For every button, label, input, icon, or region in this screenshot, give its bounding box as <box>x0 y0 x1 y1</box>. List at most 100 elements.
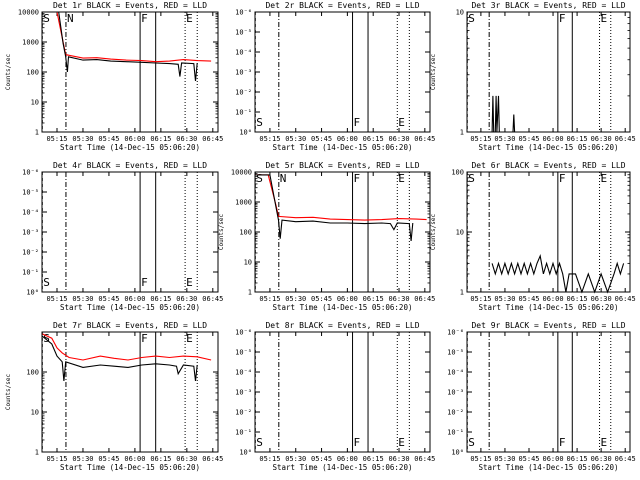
x-tick-label: 06:30 <box>388 295 409 303</box>
y-tick-label: 1 <box>248 289 252 297</box>
x-axis-label: Start Time (14-Dec-15 05:06:20) <box>60 303 200 312</box>
x-tick-label: 06:45 <box>202 455 223 463</box>
x-tick-label: 06:30 <box>591 295 612 303</box>
event-marker-label: E <box>601 436 608 449</box>
x-tick-label: 06:00 <box>543 455 564 463</box>
x-tick-label: 06:15 <box>150 455 171 463</box>
x-tick-label: 05:15 <box>259 455 280 463</box>
x-tick-label: 06:00 <box>124 135 145 143</box>
y-tick-label: 10 <box>31 409 39 417</box>
chart-title: Det 2r BLACK = Events, RED = LLD <box>265 1 419 10</box>
x-tick-label: 05:45 <box>518 135 539 143</box>
event-marker-label: E <box>601 172 608 185</box>
chart-panel: Det 8r BLACK = Events, RED = LLD Start Ti… <box>235 321 435 472</box>
y-tick-label: 10⁻⁶ <box>22 169 39 177</box>
x-tick-label: 05:30 <box>494 455 515 463</box>
x-tick-label: 06:15 <box>567 135 588 143</box>
y-tick-label: 10⁻¹ <box>235 429 252 437</box>
event-rate-line <box>255 174 414 242</box>
y-tick-label: 10⁻⁶ <box>235 329 252 337</box>
event-marker-label: E <box>186 276 193 289</box>
event-marker-label: S <box>256 172 263 185</box>
x-axis-label: Start Time (14-Dec-15 05:06:20) <box>479 143 619 152</box>
y-tick-label: 10 <box>456 229 464 237</box>
x-tick-label: 06:45 <box>414 295 435 303</box>
y-tick-label: 10⁻² <box>235 89 252 97</box>
x-tick-label: 05:30 <box>72 455 93 463</box>
y-tick-label: 10⁻² <box>22 249 39 257</box>
y-tick-label: 10⁻² <box>235 409 252 417</box>
y-tick-label: 10⁻⁴ <box>235 369 252 377</box>
event-marker-label: E <box>398 436 405 449</box>
x-tick-label: 05:30 <box>494 135 515 143</box>
x-tick-label: 05:15 <box>46 295 67 303</box>
y-tick-label: 100 <box>26 369 39 377</box>
event-marker-label: F <box>141 276 148 289</box>
chart-panel: Det 7r BLACK = Events, RED = LLD Counts/s… <box>5 321 223 472</box>
y-axis-label: Counts/sec <box>5 374 12 411</box>
plot-frame <box>41 331 219 453</box>
x-tick-label: 05:45 <box>98 135 119 143</box>
x-tick-label: 05:45 <box>518 455 539 463</box>
x-tick-label: 06:45 <box>615 295 636 303</box>
y-axis-label: Counts/sec <box>5 54 12 91</box>
chart-title: Det 9r BLACK = Events, RED = LLD <box>471 321 625 330</box>
y-tick-label: 10⁻³ <box>22 229 39 237</box>
y-tick-label: 1000 <box>235 199 252 207</box>
plot-frame <box>466 331 631 453</box>
event-marker-label: F <box>559 12 566 25</box>
event-marker-label: S <box>256 436 263 449</box>
chart-panel: Det 1r BLACK = Events, RED = LLD Counts/s… <box>5 1 223 152</box>
chart-panel: Det 6r BLACK = Events, RED = LLD Counts/s… <box>430 161 636 312</box>
x-tick-label: 06:15 <box>567 455 588 463</box>
event-rate-line <box>41 335 198 381</box>
event-marker-label: F <box>354 116 361 129</box>
x-tick-label: 05:30 <box>285 295 306 303</box>
x-tick-label: 06:30 <box>176 295 197 303</box>
y-tick-label: 10⁻⁵ <box>447 349 464 357</box>
event-rate-line <box>491 253 625 294</box>
plot-frame <box>254 171 431 293</box>
y-tick-label: 100 <box>239 229 252 237</box>
x-tick-label: 06:00 <box>124 455 145 463</box>
y-tick-label: 1 <box>460 129 464 137</box>
x-tick-label: 05:15 <box>470 295 491 303</box>
x-tick-label: 05:30 <box>494 295 515 303</box>
plot-frame <box>466 11 631 133</box>
y-tick-label: 10 <box>31 99 39 107</box>
x-tick-label: 06:30 <box>388 455 409 463</box>
x-tick-label: 05:45 <box>311 135 332 143</box>
x-tick-label: 06:00 <box>337 455 358 463</box>
event-marker-label: S <box>43 332 50 345</box>
y-tick-label: 10⁻⁶ <box>447 329 464 337</box>
x-tick-label: 05:45 <box>518 295 539 303</box>
x-tick-label: 06:00 <box>543 135 564 143</box>
x-tick-label: 06:45 <box>202 295 223 303</box>
x-tick-label: 06:15 <box>363 135 384 143</box>
x-tick-label: 05:15 <box>259 295 280 303</box>
y-tick-label: 10⁰ <box>26 289 39 297</box>
x-tick-label: 05:45 <box>311 295 332 303</box>
y-tick-label: 10⁻² <box>447 409 464 417</box>
chart-panel: Det 4r BLACK = Events, RED = LLD Start Ti… <box>22 161 223 312</box>
plot-frame <box>41 11 219 133</box>
y-tick-label: 10⁻³ <box>447 389 464 397</box>
x-tick-label: 05:45 <box>98 295 119 303</box>
x-tick-label: 05:30 <box>72 295 93 303</box>
x-axis-label: Start Time (14-Dec-15 05:06:20) <box>60 463 200 472</box>
chart-title: Det 4r BLACK = Events, RED = LLD <box>53 161 207 170</box>
y-tick-label: 10⁻³ <box>235 389 252 397</box>
x-tick-label: 06:30 <box>591 455 612 463</box>
x-axis-label: Start Time (14-Dec-15 05:06:20) <box>273 143 413 152</box>
chart-title: Det 5r BLACK = Events, RED = LLD <box>265 161 419 170</box>
x-tick-label: 06:45 <box>414 135 435 143</box>
x-tick-label: 06:45 <box>615 135 636 143</box>
x-tick-label: 05:15 <box>46 455 67 463</box>
y-tick-label: 10⁻⁵ <box>235 349 252 357</box>
chart-panel: Det 9r BLACK = Events, RED = LLD Start Ti… <box>447 321 636 472</box>
x-tick-label: 05:45 <box>311 455 332 463</box>
event-marker-label: S <box>468 436 475 449</box>
y-axis-label: Counts/sec <box>218 214 225 251</box>
x-axis-label: Start Time (14-Dec-15 05:06:20) <box>479 463 619 472</box>
